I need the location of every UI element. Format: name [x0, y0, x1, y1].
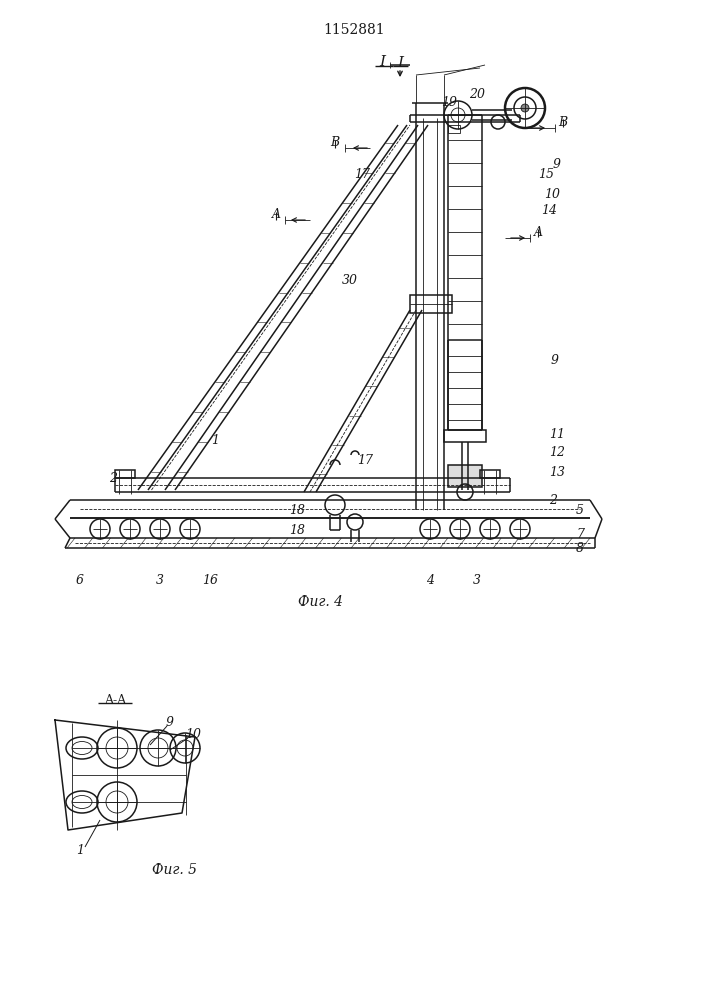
Text: 12: 12 [549, 446, 565, 460]
Text: 9: 9 [166, 716, 174, 730]
Bar [410, 295, 452, 313]
Text: 10: 10 [185, 728, 201, 742]
Text: 1152881: 1152881 [323, 23, 385, 37]
Text: 5: 5 [576, 504, 584, 516]
Text: B: B [330, 136, 339, 149]
Text: 8: 8 [576, 542, 584, 554]
Text: 15: 15 [538, 168, 554, 182]
Text: 19: 19 [441, 97, 457, 109]
Text: 6: 6 [76, 574, 84, 586]
Text: 1: 1 [211, 434, 219, 446]
Text: 9: 9 [551, 354, 559, 366]
Text: I: I [379, 55, 385, 69]
Text: 9: 9 [553, 158, 561, 172]
Text: 4: 4 [426, 574, 434, 586]
Text: 7: 7 [576, 528, 584, 542]
Text: 18: 18 [289, 524, 305, 536]
Text: 30: 30 [342, 273, 358, 286]
Bar [480, 470, 500, 478]
Bar [444, 430, 486, 442]
Text: A-A: A-A [104, 694, 126, 706]
Bar [448, 465, 482, 487]
Text: 17: 17 [357, 454, 373, 466]
Text: 16: 16 [202, 574, 218, 586]
Text: 10: 10 [544, 188, 560, 202]
Text: 18: 18 [289, 504, 305, 516]
Text: 1: 1 [76, 844, 84, 856]
Text: Фиг. 4: Фиг. 4 [298, 595, 342, 609]
Text: 11: 11 [549, 428, 565, 442]
Text: 2: 2 [109, 473, 117, 486]
Text: 3: 3 [156, 574, 164, 586]
Bar [115, 470, 135, 478]
Text: 20: 20 [469, 89, 485, 102]
Text: A: A [534, 226, 542, 238]
Text: 3: 3 [473, 574, 481, 586]
Text: 2: 2 [549, 493, 557, 506]
Text: I: I [397, 56, 403, 70]
Text: 14: 14 [541, 204, 557, 217]
Text: 17: 17 [354, 168, 370, 182]
Circle shape [521, 104, 529, 112]
Bar [448, 125, 460, 133]
Text: 13: 13 [549, 466, 565, 479]
Text: Фиг. 5: Фиг. 5 [153, 863, 197, 877]
Text: A: A [271, 209, 281, 222]
Text: B: B [559, 115, 568, 128]
